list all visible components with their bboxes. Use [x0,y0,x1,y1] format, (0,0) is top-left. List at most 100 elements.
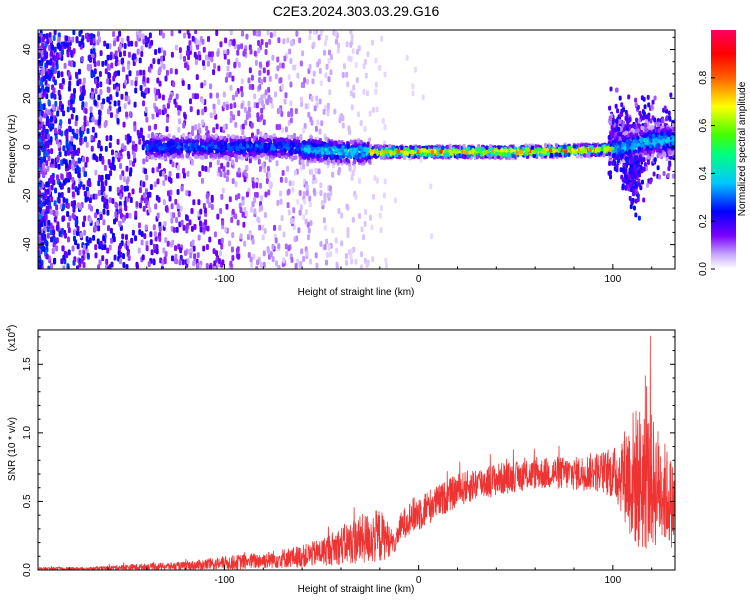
spectrogram-noise-cell [283,98,287,105]
spectrogram-noise-cell [323,192,327,199]
spectrogram-noise-cell [265,61,269,68]
spectrogram-noise-cell [300,248,304,255]
spectrogram-noise-cell [65,198,69,205]
spectrogram-noise-cell [194,30,198,35]
spectrogram-noise-cell [118,220,122,227]
spectrogram-noise-cell [302,191,306,198]
spectrogram-noise-cell [170,30,174,37]
spectrogram-noise-cell [179,205,183,212]
spectrogram-noise-cell [217,98,221,105]
spectrogram-noise-cell [618,119,622,125]
spectrogram-noise-cell [74,219,78,226]
spectrogram-noise-cell [42,124,46,131]
spectrogram-noise-cell [127,254,131,261]
spectrogram-noise-cell [299,260,303,267]
spectrogram-noise-cell [40,201,44,208]
spectrogram-ridge-cell [248,136,252,142]
spectrogram-noise-cell [163,258,167,265]
spectrogram-noise-cell [265,41,269,48]
spectrogram-noise-cell [198,54,202,61]
spectrogram-noise-cell [345,259,349,266]
spectrogram-noise-cell [88,217,92,224]
spectrogram-noise-cell [134,210,138,217]
spectrogram-noise-cell [133,125,137,132]
spectrogram-noise-cell [198,127,202,134]
spectrogram-noise-cell [135,261,139,268]
spectrogram-noise-cell [298,209,302,216]
spectrogram-noise-cell [289,100,293,107]
spectrogram-noise-cell [365,261,369,268]
spectrogram-noise-cell [275,124,279,131]
spectrogram-noise-cell [146,36,150,43]
spectrogram-noise-cell [236,49,240,56]
spectrogram-noise-cell [267,248,271,255]
spectrogram-noise-cell [118,258,122,265]
spectrogram-noise-cell [223,53,227,60]
spectrogram-noise-cell [241,30,245,37]
spectrogram-noise-cell [284,126,288,133]
spectrogram-noise-cell [352,165,356,172]
spectrogram-ridge-cell [362,142,366,147]
spectrogram-noise-cell [362,63,366,70]
spectrogram-noise-cell [196,43,200,50]
spectrogram-noise-cell [203,106,207,113]
spectrogram-noise-cell [60,183,64,190]
spectrogram-noise-cell [366,51,370,58]
spectrogram-noise-cell [166,102,170,109]
spectrogram-noise-cell [220,243,224,250]
spectrogram-noise-cell [72,158,76,165]
spectrogram-noise-cell [174,198,178,205]
spectrogram-noise-cell [205,125,209,132]
spectrogram-noise-cell [103,121,107,128]
spectrogram-noise-cell [140,50,144,57]
spectrogram-noise-cell [374,81,378,88]
spectrogram-noise-cell [187,83,191,90]
spectrogram-noise-cell [119,251,123,258]
spectrogram-noise-cell [184,62,188,69]
spectrogram-noise-cell [90,134,94,141]
spectrogram-noise-cell [40,244,44,251]
spectrogram-noise-cell [200,177,204,184]
spectrogram-noise-cell [222,124,226,131]
spectrogram-noise-cell [50,148,54,155]
spectrogram-noise-cell [326,192,330,199]
spectrogram-noise-cell [113,218,117,225]
spectrogram-noise-cell [257,158,261,165]
spectrogram-noise-cell [243,176,247,183]
spectrogram-noise-cell [292,64,296,71]
spectrogram-noise-cell [383,71,387,78]
spectrogram-noise-cell [304,209,308,216]
spectrogram-noise-cell [52,179,56,186]
spectrogram-noise-cell [349,30,353,35]
spectrogram-noise-cell [160,55,164,62]
spectrogram-noise-cell [72,61,76,68]
spectrogram-noise-cell [303,122,307,129]
spectrogram-noise-cell [140,231,144,238]
spectrogram-noise-cell [188,40,192,47]
spectrogram-noise-cell [67,187,71,194]
spectrogram-noise-cell [161,94,165,101]
spectrogram-noise-cell [199,220,203,227]
spectrogram-noise-cell [91,126,95,133]
spectrogram-noise-cell [65,41,69,48]
spectrogram-noise-cell [95,219,99,226]
spectrogram-noise-cell [637,118,641,124]
spectrogram-noise-cell [161,32,165,39]
spectrogram-noise-cell [110,261,114,268]
spectrogram-noise-cell [375,177,379,184]
spectrogram-noise-cell [258,61,262,68]
spectrogram-noise-cell [213,109,217,116]
spectrogram-noise-cell [182,167,186,174]
spectrogram-noise-cell [96,31,100,38]
spectrogram-noise-cell [97,142,101,149]
spectrogram-noise-cell [282,231,286,238]
spectrogram-noise-cell [625,113,629,119]
spectrogram-noise-cell [260,99,264,106]
spectrogram-noise-cell [229,116,233,123]
spectrogram-noise-cell [121,143,125,150]
spectrogram-noise-cell [125,111,129,118]
spectrogram-noise-cell [298,190,302,197]
spectrogram-noise-cell [158,162,162,169]
spectrogram-noise-cell [57,36,61,43]
